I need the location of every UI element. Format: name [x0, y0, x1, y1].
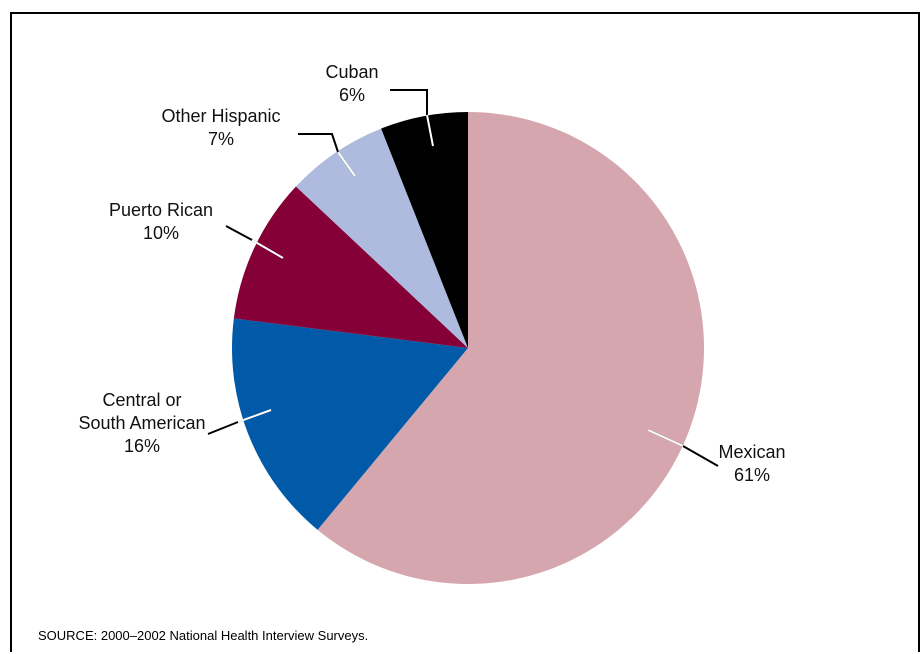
slice-label-line: Other Hispanic — [161, 106, 280, 126]
chart-frame — [10, 12, 920, 652]
leader-inner-puerto-rican — [251, 239, 284, 259]
slice-label-mexican: Mexican 61% — [718, 442, 785, 485]
leader-inner-other-hispanic — [337, 151, 356, 177]
source-note: SOURCE: 2000–2002 National Health Interv… — [38, 628, 369, 643]
slice-label-line: Puerto Rican — [109, 200, 213, 220]
slice-label-line: 10% — [143, 223, 179, 243]
slice-label-line: Cuban — [325, 62, 378, 82]
slice-label-line: Mexican — [718, 442, 785, 462]
slice-label-puerto-rican: Puerto Rican 10% — [109, 200, 213, 243]
slice-label-other-hispanic: Other Hispanic 7% — [161, 106, 280, 149]
slice-label-line: Central or — [102, 390, 181, 410]
slice-label-line: 6% — [339, 85, 365, 105]
slice-label-central-or-south-american: Central or South American 16% — [78, 390, 205, 456]
leader-lines — [207, 89, 719, 467]
slice-label-cuban: Cuban 6% — [325, 62, 378, 105]
slice-label-line: South American — [78, 413, 205, 433]
slice-label-line: 16% — [124, 436, 160, 456]
pie-slice-central-or-south-american — [231, 318, 468, 530]
pie-slice-other-hispanic — [295, 128, 468, 348]
pie-slice-cuban — [381, 112, 468, 348]
slice-labels: Mexican 61% Central or South American 16% Pue… — [78, 62, 785, 485]
slice-label-line: 7% — [208, 129, 234, 149]
pie-slice-mexican — [317, 112, 704, 585]
leader-inner-mexican — [647, 429, 684, 447]
pie-slices — [231, 112, 704, 585]
leader-inner-cuban — [426, 114, 434, 147]
slice-label-line: 61% — [734, 465, 770, 485]
leader-inner-central-or-south-american — [237, 409, 272, 423]
pie-slice-puerto-rican — [233, 186, 468, 348]
